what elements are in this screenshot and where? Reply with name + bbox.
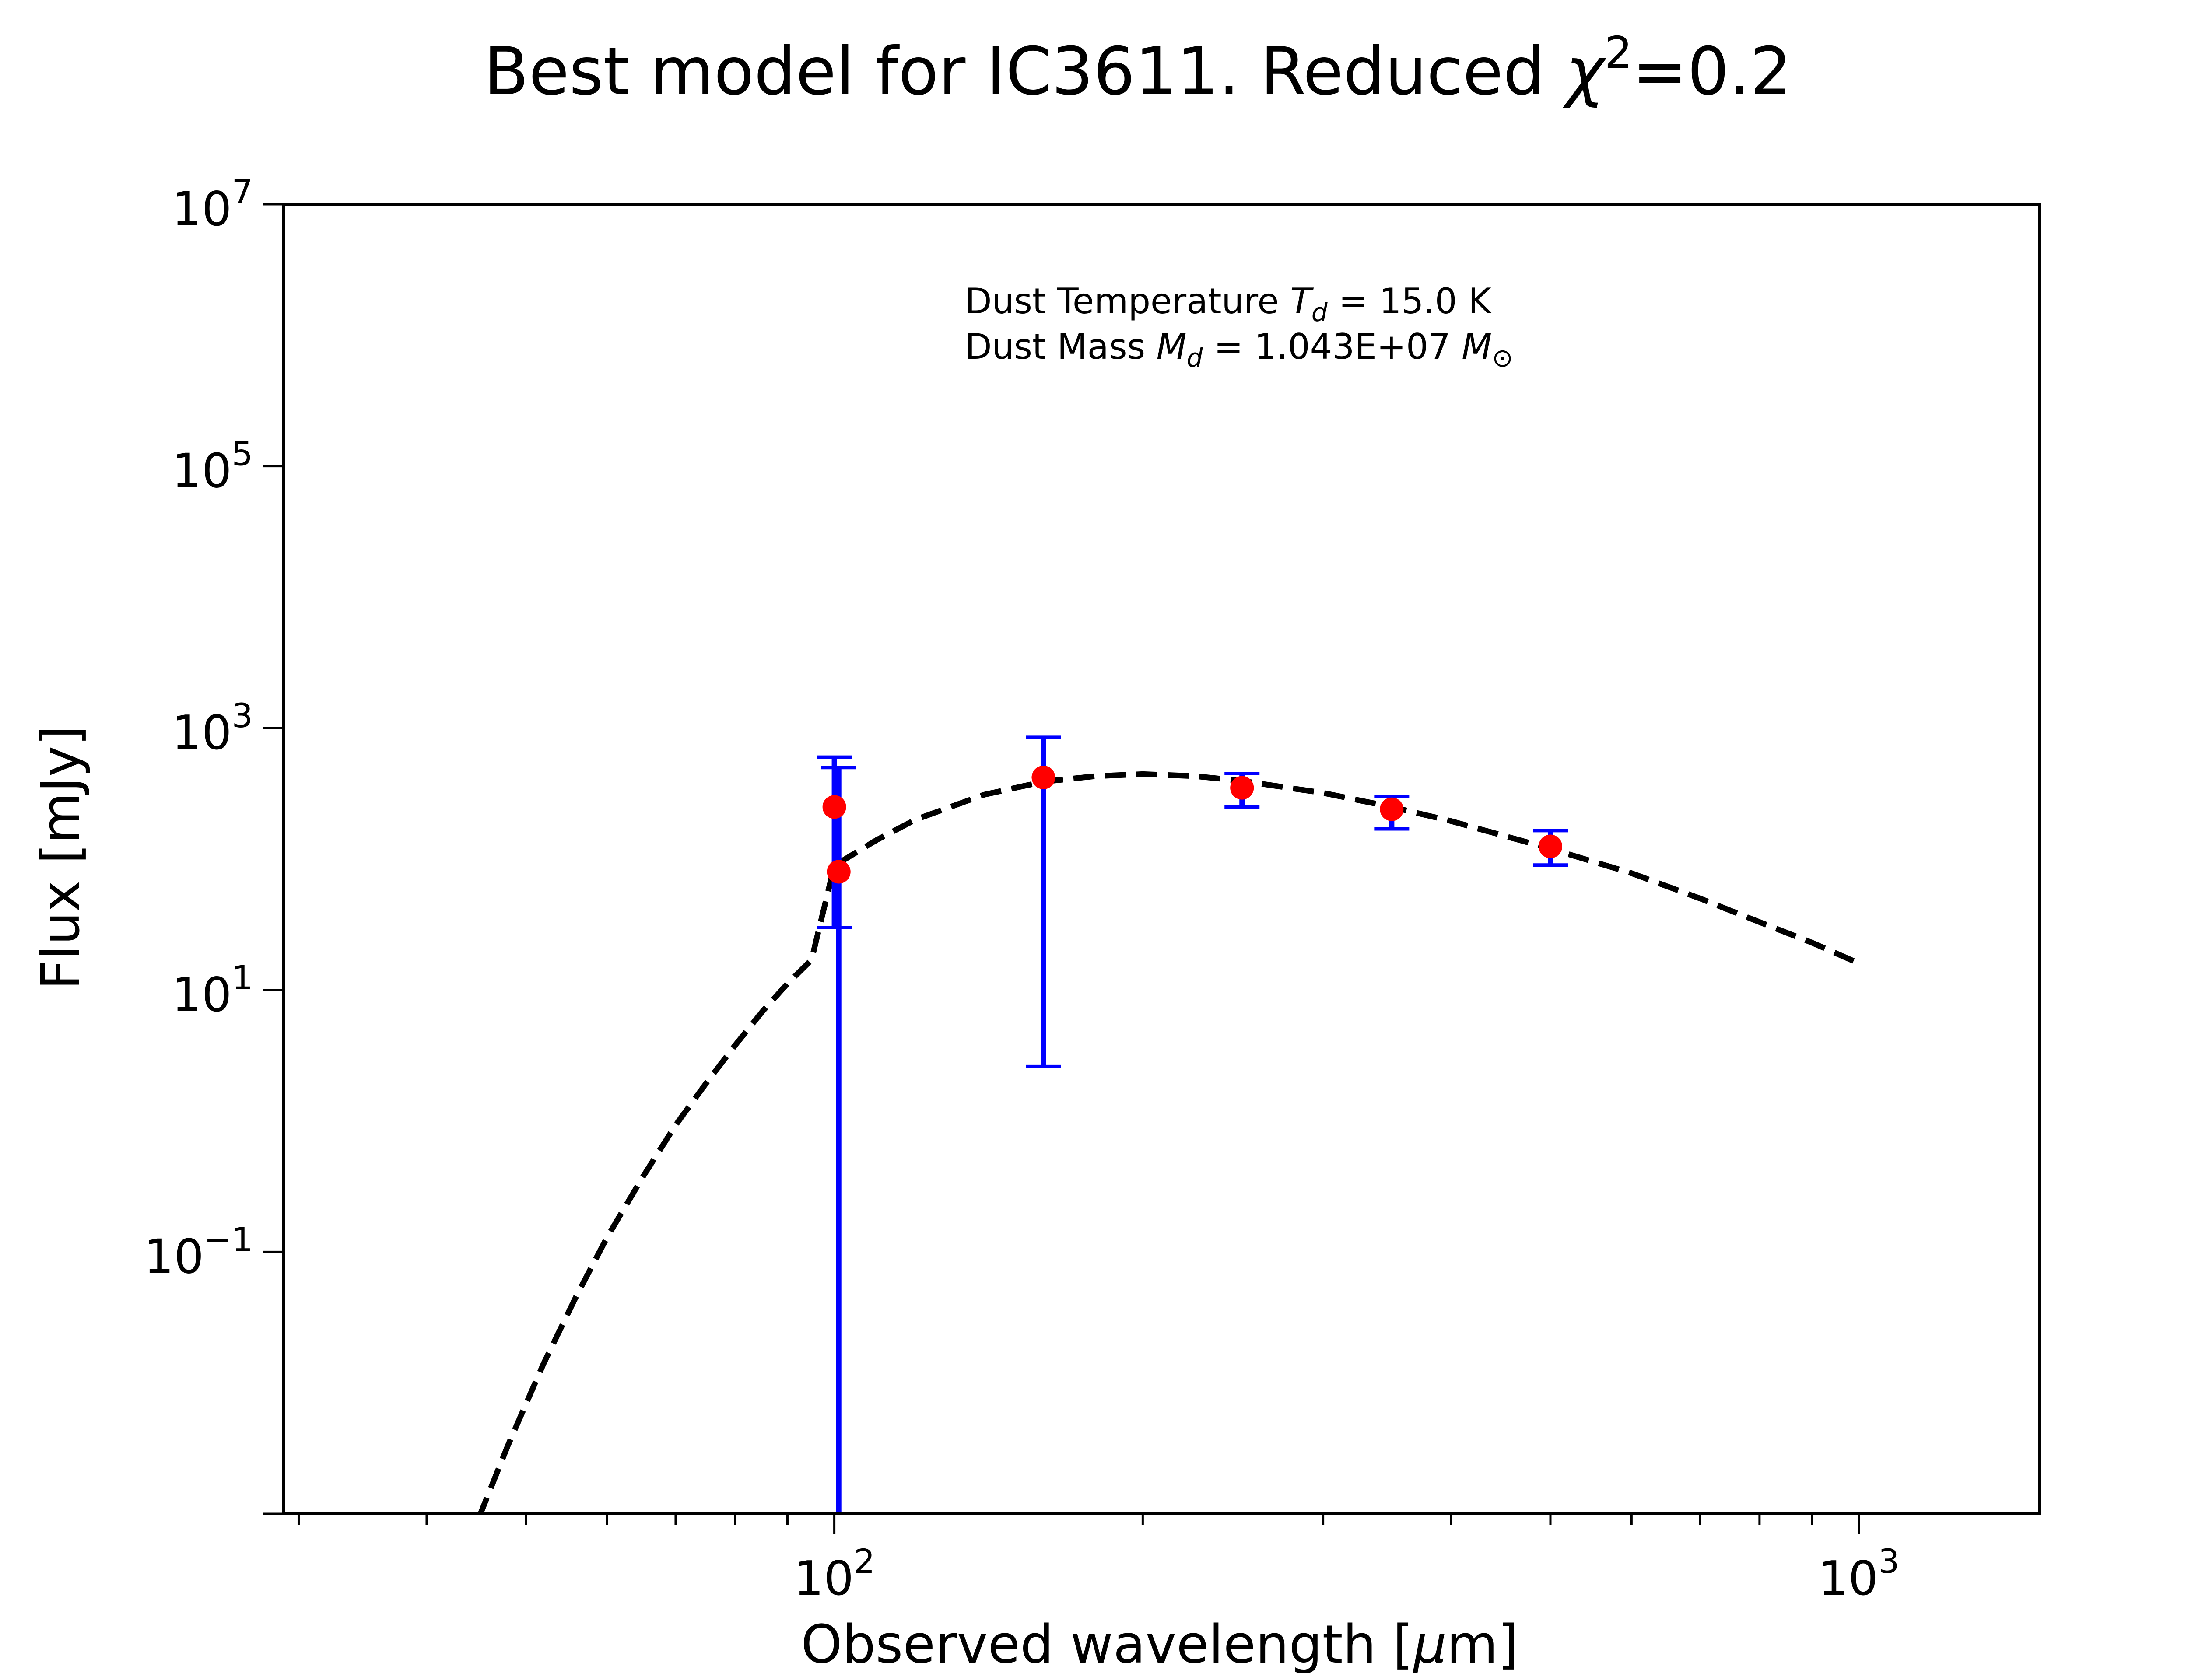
- y-tick-label: 10−1: [144, 1220, 253, 1284]
- y-tick-label: 101: [172, 958, 253, 1022]
- plot-frame: [282, 203, 2041, 1515]
- annotation-dust-mass: Dust Mass Md = 1.043E+07 M⊙: [965, 326, 1513, 373]
- x-tick-label: 103: [1818, 1542, 1900, 1606]
- model-curve: [477, 771, 1860, 1514]
- observation-point: [822, 795, 846, 819]
- observation-point: [827, 860, 851, 884]
- observation-point: [1538, 834, 1562, 858]
- chart-title: Best model for IC3611. Reduced χ2=0.2: [484, 27, 1792, 110]
- y-tick-label: 103: [172, 696, 253, 760]
- plot-area: 102 103 10−1 101 103 105 107: [144, 172, 2041, 1606]
- x-tick-label: 102: [794, 1542, 875, 1606]
- annotation-dust-temperature: Dust Temperature Td = 15.0 K: [965, 281, 1492, 327]
- y-tick-label: 105: [172, 434, 253, 499]
- observation-point: [1031, 765, 1055, 789]
- observation-point: [1230, 776, 1254, 800]
- observation-point: [1380, 797, 1404, 821]
- x-axis-label: Observed wavelength [μm]: [801, 1614, 1518, 1675]
- y-axis-label: Flux [mJy]: [31, 725, 91, 990]
- y-tick-label: 107: [172, 172, 253, 237]
